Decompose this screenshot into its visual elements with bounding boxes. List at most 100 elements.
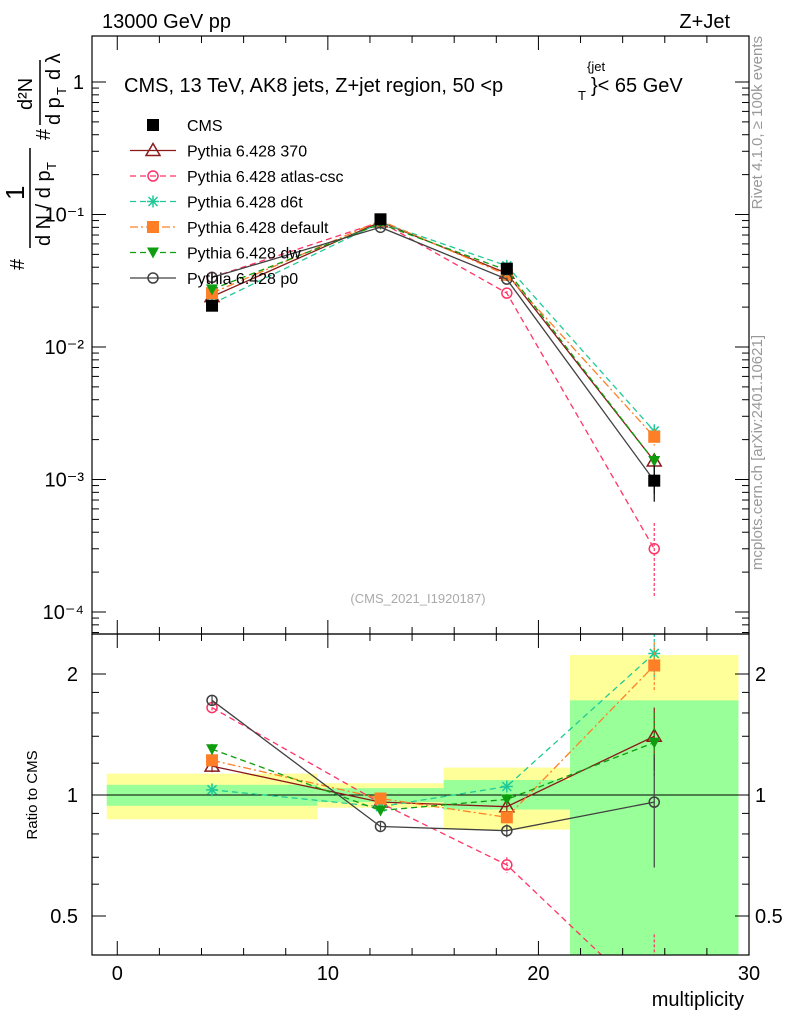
legend-marker-dw bbox=[147, 247, 159, 259]
point-dw bbox=[206, 744, 219, 756]
point-d6t bbox=[206, 783, 219, 796]
legend-label-p0: Pythia 6.428 p0 bbox=[187, 271, 298, 288]
series-line-d6t bbox=[211, 221, 655, 432]
point-atlas_csc bbox=[648, 543, 660, 555]
x-axis-label: multiplicity bbox=[652, 989, 744, 1011]
legend: CMS Pythia 6.428 370 Pythia 6.428 atlas-cs… bbox=[130, 118, 344, 288]
main-ylabel: # 1 d N / d p T # d²N d p T d λ bbox=[0, 53, 69, 270]
point-p0 bbox=[501, 824, 513, 837]
title-suffix: }< 65 GeV bbox=[591, 75, 683, 97]
legend-marker-atlas_csc bbox=[147, 170, 159, 182]
point-p0 bbox=[374, 820, 387, 833]
ratio-axes: 0.5 0.51 12 20 10 20 30 bbox=[50, 634, 783, 985]
svg-text:d λ: d λ bbox=[43, 53, 65, 80]
point-atlas_csc bbox=[501, 287, 513, 299]
series-ratio-p0 bbox=[206, 694, 660, 868]
point-dw bbox=[500, 794, 513, 806]
svg-text:#: # bbox=[33, 128, 55, 140]
ratio-ytick-label-right: 2 bbox=[755, 664, 766, 686]
point-p0 bbox=[206, 271, 218, 284]
main-ytick-label: 10⁻² bbox=[45, 337, 85, 359]
point-dw bbox=[374, 805, 387, 817]
ratio-frame bbox=[91, 633, 750, 956]
legend-marker-p370 bbox=[144, 142, 162, 157]
point-cms bbox=[206, 299, 219, 312]
ratio-ytick-label: 2 bbox=[67, 664, 78, 686]
series-line-d6t bbox=[211, 652, 655, 808]
point-default bbox=[374, 792, 387, 805]
series-line-p0 bbox=[211, 226, 655, 482]
point-cms bbox=[374, 213, 387, 226]
svg-text:d N / d p: d N / d p bbox=[33, 170, 55, 246]
series-line-p0 bbox=[211, 699, 655, 832]
legend-marker-d6t bbox=[147, 195, 159, 208]
legend-item-cms: CMS bbox=[147, 118, 223, 135]
header-left: 13000 GeV pp bbox=[102, 11, 231, 33]
legend-marker-p0 bbox=[147, 272, 159, 284]
series-ratio-dw bbox=[206, 712, 661, 817]
main-title: CMS, 13 TeV, AK8 jets, Z+jet region, 50 … bbox=[124, 59, 683, 103]
rivet-label: Rivet 4.1.0, ≥ 100k events bbox=[749, 36, 766, 209]
legend-marker-cms bbox=[147, 119, 159, 131]
point-default bbox=[500, 811, 513, 824]
xtick-label: 0 bbox=[112, 963, 123, 985]
legend-item-default: Pythia 6.428 default bbox=[130, 220, 329, 237]
main-ytick-label: 10⁻¹ bbox=[45, 205, 85, 227]
main-ytick-label: 1 bbox=[73, 72, 84, 94]
plot-frames bbox=[91, 35, 750, 956]
svg-text:T: T bbox=[54, 87, 69, 95]
legend-item-dw: Pythia 6.428 dw bbox=[130, 246, 301, 263]
svg-text:d²N: d²N bbox=[15, 78, 37, 110]
main-ytick-label: 10⁻⁴ bbox=[43, 602, 84, 624]
point-default bbox=[648, 430, 661, 443]
legend-label-p370: Pythia 6.428 370 bbox=[187, 144, 307, 161]
xtick-label: 30 bbox=[738, 963, 760, 985]
main-axes: 1 10⁻¹ 10⁻² 10⁻³ 10⁻⁴ bbox=[43, 36, 750, 634]
point-dw bbox=[648, 455, 661, 467]
ratio-ytick-label: 0.5 bbox=[50, 906, 78, 928]
ratio-series bbox=[203, 634, 663, 955]
title-sub: T bbox=[578, 88, 586, 103]
main-ytick-label: 10⁻³ bbox=[45, 470, 85, 492]
watermark: (CMS_2021_I1920187) bbox=[350, 591, 485, 606]
series-ratio-default bbox=[206, 642, 661, 824]
series-line-atlas_csc bbox=[211, 707, 603, 955]
legend-item-p0: Pythia 6.428 p0 bbox=[130, 271, 298, 288]
svg-text:#: # bbox=[7, 258, 29, 270]
point-atlas_csc bbox=[501, 859, 513, 871]
series-main-cms bbox=[206, 213, 661, 502]
title-prefix: CMS, 13 TeV, AK8 jets, Z+jet region, 50 … bbox=[124, 75, 503, 97]
point-dw bbox=[206, 284, 219, 296]
series-line-dw bbox=[211, 741, 655, 812]
xtick-label: 10 bbox=[317, 963, 339, 985]
legend-label-default: Pythia 6.428 default bbox=[187, 220, 329, 237]
legend-item-d6t: Pythia 6.428 d6t bbox=[130, 195, 303, 212]
ratio-ytick-label-right: 1 bbox=[755, 785, 766, 807]
main-series bbox=[203, 213, 663, 597]
point-p0 bbox=[206, 694, 218, 707]
ratio-ylabel: Ratio to CMS bbox=[24, 750, 41, 839]
legend-label-atlas_csc: Pythia 6.428 atlas-csc bbox=[187, 169, 344, 186]
point-cms bbox=[500, 262, 513, 275]
series-line-default bbox=[211, 665, 655, 818]
header-right: Z+Jet bbox=[679, 11, 730, 33]
point-cms bbox=[648, 474, 661, 487]
svg-text:d p: d p bbox=[43, 97, 65, 125]
point-p0 bbox=[648, 796, 660, 808]
legend-label-cms: CMS bbox=[187, 118, 223, 135]
point-default bbox=[648, 659, 661, 672]
legend-label-dw: Pythia 6.428 dw bbox=[187, 246, 301, 263]
svg-text:1: 1 bbox=[0, 186, 30, 200]
ratio-ytick-label: 1 bbox=[67, 785, 78, 807]
ratio-ytick-label-right: 0.5 bbox=[755, 906, 783, 928]
point-dw bbox=[648, 737, 661, 749]
svg-text:T: T bbox=[44, 162, 59, 170]
mcplots-label: mcplots.cern.ch [arXiv:2401.10621] bbox=[749, 335, 766, 570]
series-main-p0 bbox=[206, 221, 660, 494]
title-sup: {jet bbox=[587, 59, 605, 74]
xtick-label: 20 bbox=[527, 963, 549, 985]
series-line-dw bbox=[211, 223, 655, 462]
legend-item-p370: Pythia 6.428 370 bbox=[130, 142, 307, 161]
legend-item-atlas_csc: Pythia 6.428 atlas-csc bbox=[130, 169, 344, 186]
